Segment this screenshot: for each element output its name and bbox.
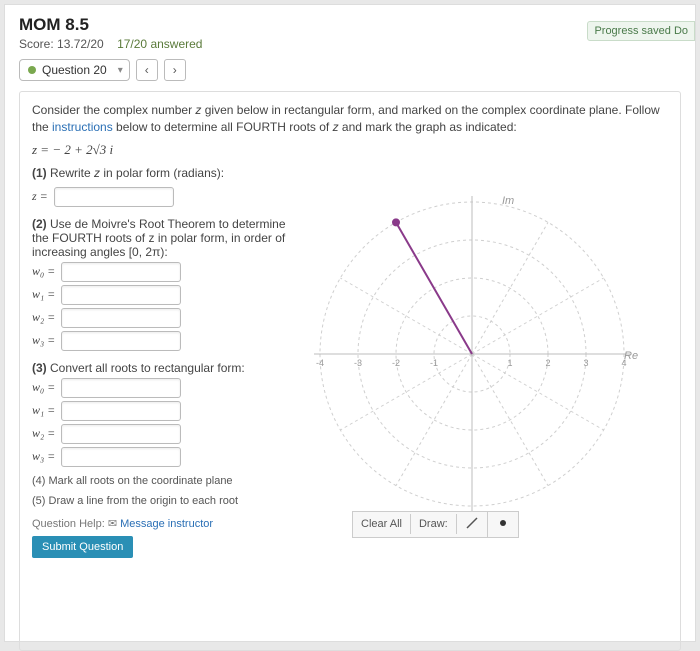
w2-polar-input[interactable] [61,308,181,328]
w0r-row: w₀ = [32,378,292,398]
step2-text: Use de Moivre's Root Theorem to determin… [32,217,286,259]
quiz-page: MOM 8.5 Score: 13.72/20 17/20 answered P… [4,4,696,642]
svg-text:-3: -3 [354,358,362,368]
score-label: Score: 13.72/20 [19,37,104,51]
w0-polar-input[interactable] [61,262,181,282]
help-row: Question Help: ✉ Message instructor [32,517,292,530]
progress-saved-extra: Do [674,25,688,37]
graph-toolbar: Clear All Draw: [352,511,519,538]
w2-row: w₂ = [32,308,292,328]
step2-num: (2) [32,217,47,231]
status-dot-icon [28,66,36,74]
chevron-left-icon: ‹ [145,63,149,77]
w0-label: w₀ = [32,264,55,279]
draw-label: Draw: [411,514,457,534]
message-instructor-link[interactable]: Message instructor [120,518,213,530]
instructions-link[interactable]: instructions [52,120,113,134]
equation: z = − 2 + 2√3 i [32,142,668,158]
inputs-column: z = (2) Use de Moivre's Root Theorem to … [32,184,292,558]
w3-polar-input[interactable] [61,331,181,351]
next-question-button[interactable]: › [164,59,186,81]
question-prompt: Consider the complex number z given belo… [32,102,668,136]
w2-label: w₂ = [32,310,55,325]
chevron-right-icon: › [173,63,177,77]
w2r-row: w₂ = [32,424,292,444]
w2r-label: w₂ = [32,426,55,441]
content-row: z = (2) Use de Moivre's Root Theorem to … [32,184,668,558]
step5-label: (5) Draw a line from the origin to each … [32,495,292,507]
svg-text:3: 3 [583,358,588,368]
complex-plane-graph[interactable]: -4-3-2-11234 Im Re [302,184,642,524]
progress-saved-badge: Progress saved Do [587,21,695,41]
z-polar-row: z = [32,187,292,207]
draw-line-tool[interactable] [457,512,488,537]
question-nav: Question 20 ‹ › [19,59,681,81]
w3-row: w₃ = [32,331,292,351]
prompt-d: and mark the graph as indicated: [339,120,517,134]
progress-saved-text: Progress saved [594,25,670,37]
z-label: z = [32,189,48,204]
clear-all-button[interactable]: Clear All [353,514,411,534]
score-line: Score: 13.72/20 17/20 answered [19,37,681,51]
w1-row: w₁ = [32,285,292,305]
w0-rect-input[interactable] [61,378,181,398]
draw-point-tool[interactable] [488,512,518,537]
w3-label: w₃ = [32,333,55,348]
steps-45: (4) Mark all roots on the coordinate pla… [32,475,292,507]
re-axis-label: Re [624,350,638,362]
w3-rect-input[interactable] [61,447,181,467]
question-label: Question 20 [42,63,107,77]
svg-text:2: 2 [545,358,550,368]
w1r-label: w₁ = [32,403,55,418]
w1-rect-input[interactable] [61,401,181,421]
step2: (2) Use de Moivre's Root Theorem to dete… [32,217,292,259]
w1-polar-input[interactable] [61,285,181,305]
w1-label: w₁ = [32,287,55,302]
w2-rect-input[interactable] [61,424,181,444]
prompt-c: below to determine all FOURTH roots of [113,120,333,134]
step1-label: (1) (1) Rewrite z in polar form (radians… [32,166,668,180]
prompt-a: Consider the complex number [32,103,195,117]
im-axis-label: Im [502,195,514,207]
w3r-row: w₃ = [32,447,292,467]
w0-row: w₀ = [32,262,292,282]
w3r-label: w₃ = [32,449,55,464]
help-label: Question Help: [32,518,105,530]
question-dropdown[interactable]: Question 20 [19,59,130,81]
page-title: MOM 8.5 [19,15,681,35]
graph-column: -4-3-2-11234 Im Re Clear All Draw: [302,184,668,558]
w1r-row: w₁ = [32,401,292,421]
mail-icon: ✉ [108,518,117,530]
prev-question-button[interactable]: ‹ [136,59,158,81]
step4-label: (4) Mark all roots on the coordinate pla… [32,475,292,487]
svg-text:-1: -1 [430,358,438,368]
submit-button[interactable]: Submit Question [32,536,133,558]
z-polar-input[interactable] [54,187,174,207]
question-card: Consider the complex number z given belo… [19,91,681,651]
w0r-label: w₀ = [32,380,55,395]
answered-label: 17/20 answered [117,37,202,51]
svg-text:-2: -2 [392,358,400,368]
svg-text:-4: -4 [316,358,324,368]
step3-label: (3) Convert all roots to rectangular for… [32,361,292,375]
svg-text:1: 1 [507,358,512,368]
